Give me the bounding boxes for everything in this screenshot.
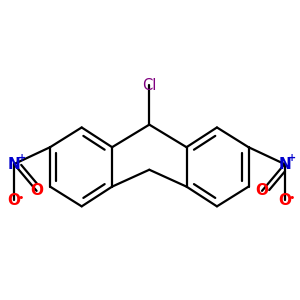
Text: O: O [256,183,268,198]
Text: O: O [30,183,43,198]
Text: •: • [18,194,24,203]
Text: +: + [288,154,296,164]
Text: O: O [278,193,291,208]
Text: +: + [18,154,26,164]
Text: •: • [288,194,295,203]
Text: O: O [8,193,20,208]
Text: N: N [278,157,291,172]
Text: Cl: Cl [142,78,157,93]
Text: N: N [8,157,20,172]
